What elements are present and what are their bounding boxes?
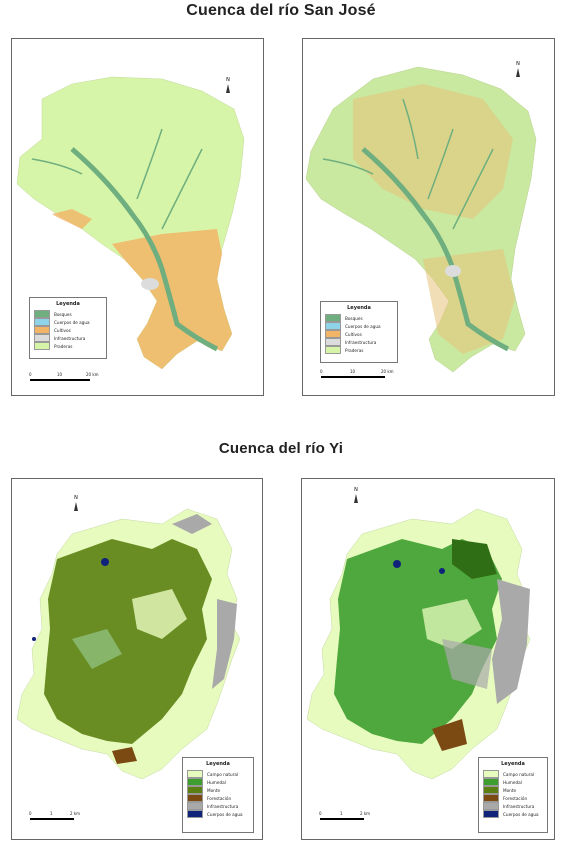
scale-label-mid: 1 (340, 811, 343, 816)
scale-label-end: 20 km (86, 372, 99, 377)
region-infraestructura (492, 579, 530, 704)
legend-item: Campo natural (187, 770, 249, 778)
legend-yi-2: Leyenda Campo natural Humedal Monte Fore… (478, 757, 548, 833)
legend-title: Leyenda (56, 301, 80, 307)
legend-item: Praderas (325, 346, 393, 354)
scale-bar-segment (320, 818, 342, 820)
region-cuerpos-de-agua (101, 558, 109, 566)
legend-item: Humedal (483, 778, 543, 786)
north-arrow-icon: N (354, 487, 358, 503)
legend-item: Bosques (325, 314, 393, 322)
region-monte (452, 539, 497, 579)
map-san-jose-2 (305, 66, 537, 373)
region-bosques-tributaries (322, 98, 494, 230)
legend-item: Forestación (187, 794, 249, 802)
map-panel-yi-1: N Leyenda Campo natural Humedal Monte Fo… (11, 478, 263, 840)
legend-item: Bosques (34, 310, 102, 318)
scale-bar-segment (52, 818, 74, 820)
map-san-jose-1 (16, 76, 245, 370)
scale-label-end: 20 km (381, 369, 394, 374)
map-panel-yi-2: N Leyenda Campo natural Humedal Monte Fo… (301, 478, 555, 840)
legend-item: Infraestructura (483, 802, 543, 810)
legend-item: Cuerpos de agua (187, 810, 249, 818)
region-cultivos-2 (423, 249, 515, 354)
legend-san-jose-1: Leyenda Bosques Cuerpos de agua Cultivos… (29, 297, 107, 359)
map-panel-san-jose-2: N Leyenda Bosques Cuerpos de agua Cultiv… (302, 38, 555, 396)
map-panel-san-jose-1: N Leyenda Bosques Cuerpos de agua Cultiv… (11, 38, 264, 396)
region-humedal (334, 539, 502, 744)
region-infraestructura-2 (172, 514, 212, 534)
north-arrow-icon: N (516, 61, 520, 77)
legend-title: Leyenda (501, 761, 525, 767)
legend-title: Leyenda (347, 305, 371, 311)
region-infraestructura (445, 265, 461, 277)
legend-item: Campo natural (483, 770, 543, 778)
region-infraestructura (212, 599, 237, 689)
scale-bar-segment (30, 379, 60, 381)
scale-label-end: 2 km (360, 811, 371, 816)
region-forestacion (432, 719, 467, 751)
legend-item: Cultivos (325, 330, 393, 338)
scale-label-mid: 1 (50, 811, 53, 816)
map-yi-1 (16, 508, 241, 780)
legend-title: Leyenda (206, 761, 230, 767)
legend-item: Monte (187, 786, 249, 794)
region-cuerpos-de-agua-2 (32, 637, 36, 641)
legend-item: Cuerpos de agua (325, 322, 393, 330)
legend-item: Infraestructura (325, 338, 393, 346)
scale-label-zero: 0 (320, 369, 323, 374)
scale-label-mid: 10 (57, 372, 63, 377)
scale-label-zero: 0 (29, 811, 32, 816)
legend-item: Infraestructura (34, 334, 102, 342)
legend-san-jose-2: Leyenda Bosques Cuerpos de agua Cultivos… (320, 301, 398, 363)
north-arrow-icon: N (74, 495, 78, 511)
map-yi-2 (306, 508, 531, 780)
region-campo-natural-2 (132, 589, 187, 639)
legend-yi-1: Leyenda Campo natural Humedal Monte Fore… (182, 757, 254, 833)
region-bosques-tributaries (31, 128, 203, 230)
legend-item: Forestación (483, 794, 543, 802)
north-arrow-icon: N (226, 77, 230, 93)
scale-label-zero: 0 (319, 811, 322, 816)
legend-item: Monte (483, 786, 543, 794)
section-title-yi: Cuenca del río Yi (218, 440, 344, 457)
region-cuerpos-de-agua-2 (439, 568, 445, 574)
region-cultivos (353, 84, 513, 219)
region-cuerpos-de-agua (393, 560, 401, 568)
scale-bar-segment (30, 818, 52, 820)
legend-item: Infraestructura (187, 802, 249, 810)
region-cultivos-2 (52, 209, 92, 229)
region-forestacion (112, 747, 137, 764)
legend-item: Cuerpos de agua (34, 318, 102, 326)
scale-bar-segment (60, 379, 90, 381)
region-infraestructura (141, 278, 159, 290)
scale-bar-segment (353, 376, 385, 378)
region-bosques-river (70, 147, 219, 352)
region-campo-natural-2 (422, 599, 482, 649)
scale-label-end: 2 km (70, 811, 81, 816)
scale-label-zero: 0 (29, 372, 32, 377)
region-humedal (72, 629, 122, 669)
scale-label-mid: 10 (350, 369, 356, 374)
scale-bar-segment (321, 376, 353, 378)
legend-item: Praderas (34, 342, 102, 350)
legend-item: Cuerpos de agua (483, 810, 543, 818)
section-title-san-jose: Cuenca del río San José (186, 2, 376, 19)
scale-bar-segment (342, 818, 364, 820)
region-infraestructura-2 (442, 639, 492, 689)
legend-item: Humedal (187, 778, 249, 786)
legend-item: Cultivos (34, 326, 102, 334)
